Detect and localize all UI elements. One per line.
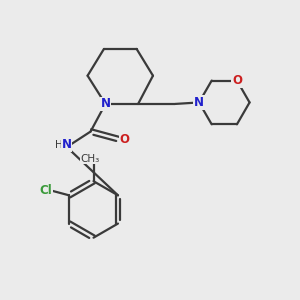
Text: N: N: [62, 138, 72, 151]
Text: H: H: [56, 140, 63, 150]
Text: N: N: [100, 98, 110, 110]
Text: O: O: [120, 133, 130, 146]
Text: O: O: [232, 74, 242, 87]
Text: Cl: Cl: [40, 184, 52, 197]
Text: N: N: [194, 96, 204, 109]
Text: CH₃: CH₃: [80, 154, 100, 164]
